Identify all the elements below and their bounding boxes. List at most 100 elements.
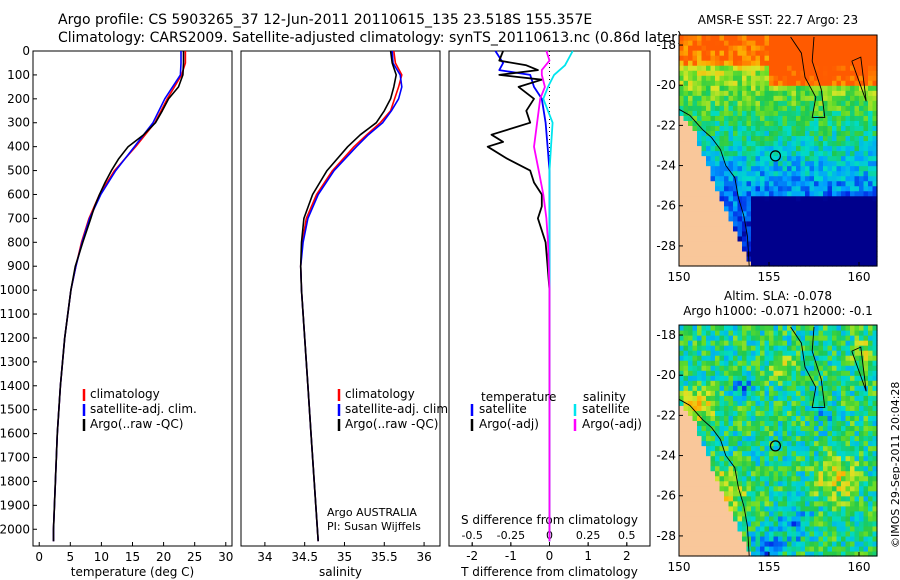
depth-tick-label: 1200	[0, 331, 30, 345]
map-lat-tick-label: -24	[656, 449, 676, 463]
difference-legend-label: satellite	[479, 402, 527, 416]
map-lat-tick-label: -20	[656, 368, 676, 382]
map-lat-tick-label: -18	[656, 328, 676, 342]
map-frame	[678, 324, 878, 557]
sla-map: 150 155 160 -18 -20 -22 -24 -26 -28	[656, 324, 878, 574]
map-lon-tick-label: 150	[668, 270, 691, 284]
sst-map: 150 155 160 -18 -20 -22 -24 -26 -28	[656, 34, 878, 284]
profile-panels-layer: 0100200300400500600700800900100011001200…	[0, 44, 651, 579]
map-lat-tick-label: -26	[656, 489, 676, 503]
depth-tick-label: 0	[22, 44, 30, 58]
argo-source-label: Argo AUSTRALIA	[327, 506, 417, 519]
map-frame	[678, 34, 878, 267]
depth-tick-label: 1600	[0, 427, 30, 441]
temperature-legend-label: climatology	[90, 387, 160, 401]
bathymetry-contour	[678, 398, 750, 557]
map-lat-tick-label: -28	[656, 239, 676, 253]
s-diff-tick-label: 0.5	[618, 529, 636, 542]
map-lon-tick-label: 150	[668, 560, 691, 574]
t-legend-title: temperature	[481, 390, 556, 404]
plot-title-line-2: Climatology: CARS2009. Satellite-adjuste…	[58, 30, 683, 46]
depth-tick-label: 900	[7, 259, 30, 273]
t-diff-tick-label: -2	[466, 549, 478, 563]
plot-title-line-1: Argo profile: CS 5903265_37 12-Jun-2011 …	[58, 12, 593, 28]
t-diff-axis-label: T difference from climatology	[460, 565, 638, 579]
temperature-tick-label: 5	[66, 550, 74, 564]
depth-tick-label: 600	[7, 187, 30, 201]
depth-tick-label: 2000	[0, 522, 30, 536]
map-lat-tick-label: -22	[656, 118, 676, 132]
depth-tick-label: 500	[7, 164, 30, 178]
map-lon-tick-label: 160	[848, 560, 871, 574]
salinity-tick-label: 35.5	[371, 550, 398, 564]
map-lat-tick-label: -22	[656, 408, 676, 422]
map-lat-tick-label: -18	[656, 38, 676, 52]
temperature-legend-label: Argo(..raw -QC)	[90, 417, 183, 431]
depth-tick-label: 300	[7, 116, 30, 130]
salinity-axis-label: salinity	[319, 565, 362, 579]
map-lat-tick-label: -24	[656, 159, 676, 173]
depth-tick-label: 400	[7, 140, 30, 154]
depth-tick-label: 200	[7, 92, 30, 106]
reef-contour	[851, 346, 867, 392]
depth-tick-label: 1000	[0, 283, 30, 297]
depth-tick-label: 1700	[0, 451, 30, 465]
temperature-tick-label: 30	[218, 550, 233, 564]
s-diff-tick-label: -0.5	[461, 529, 482, 542]
map-lon-tick-label: 155	[758, 560, 781, 574]
salinity-tick-label: 34	[257, 550, 272, 564]
temperature-argo-line	[52, 51, 185, 542]
argo-position-marker	[769, 150, 782, 162]
temperature-tick-label: 20	[156, 550, 171, 564]
sst-map-title: AMSR-E SST: 22.7 Argo: 23	[698, 13, 858, 27]
depth-tick-label: 1900	[0, 498, 30, 512]
salinity-legend-label: climatology	[345, 387, 415, 401]
depth-tick-label: 100	[7, 68, 30, 82]
bathymetry-contour	[678, 108, 750, 267]
temperature-tick-label: 15	[125, 550, 140, 564]
temperature-axis-label: temperature (deg C)	[71, 565, 194, 579]
salinity-legend-label: Argo(..raw -QC)	[345, 417, 438, 431]
depth-tick-label: 700	[7, 211, 30, 225]
sla-map-subtitle: Argo h1000: -0.071 h2000: -0.1	[683, 304, 873, 318]
temperature-axes-frame	[32, 50, 233, 547]
difference-legend-label: Argo(-adj)	[479, 417, 539, 431]
t-diff-tick-label: 1	[584, 549, 592, 563]
salinity-tick-label: 35	[337, 550, 352, 564]
salinity-axes-frame	[240, 50, 441, 547]
difference-s-argo-line	[533, 50, 551, 542]
s-legend-title: salinity	[583, 390, 626, 404]
depth-tick-label: 1300	[0, 355, 30, 369]
difference-legend-label: Argo(-adj)	[582, 417, 642, 431]
reef-contour	[851, 56, 867, 102]
depth-tick-label: 1800	[0, 474, 30, 488]
t-diff-tick-label: 0	[546, 549, 554, 563]
depth-tick-label: 1100	[0, 307, 30, 321]
imos-credit: ©IMOS 29-Sep-2011 20:04:28	[889, 381, 900, 548]
reef-contour	[790, 326, 826, 408]
temperature-legend-label: satellite-adj. clim.	[90, 402, 197, 416]
temperature-tick-label: 0	[35, 550, 43, 564]
map-lon-tick-label: 160	[848, 270, 871, 284]
maps-layer: 150 155 160 -18 -20 -22 -24 -26 -28 150 155 160 -18 -…	[656, 13, 878, 574]
pi-label: PI: Susan Wijffels	[327, 520, 421, 533]
reef-contour	[790, 36, 826, 118]
depth-tick-label: 1400	[0, 379, 30, 393]
depth-tick-label: 800	[7, 235, 30, 249]
salinity-argo-line	[299, 50, 398, 542]
sla-map-title: Altim. SLA: -0.078	[724, 289, 832, 303]
temperature-tick-label: 25	[187, 550, 202, 564]
s-diff-tick-label: 0.25	[576, 529, 601, 542]
salinity-tick-label: 36	[416, 550, 431, 564]
t-diff-tick-label: -1	[505, 549, 517, 563]
map-lat-tick-label: -26	[656, 199, 676, 213]
map-lat-tick-label: -20	[656, 78, 676, 92]
argo-position-marker	[769, 440, 782, 452]
t-diff-tick-label: 2	[623, 549, 631, 563]
salinity-tick-label: 34.5	[291, 550, 318, 564]
difference-legend-label: satellite	[582, 402, 630, 416]
depth-tick-label: 1500	[0, 403, 30, 417]
salinity-legend-label: satellite-adj. clim.	[345, 402, 452, 416]
map-lon-tick-label: 155	[758, 270, 781, 284]
